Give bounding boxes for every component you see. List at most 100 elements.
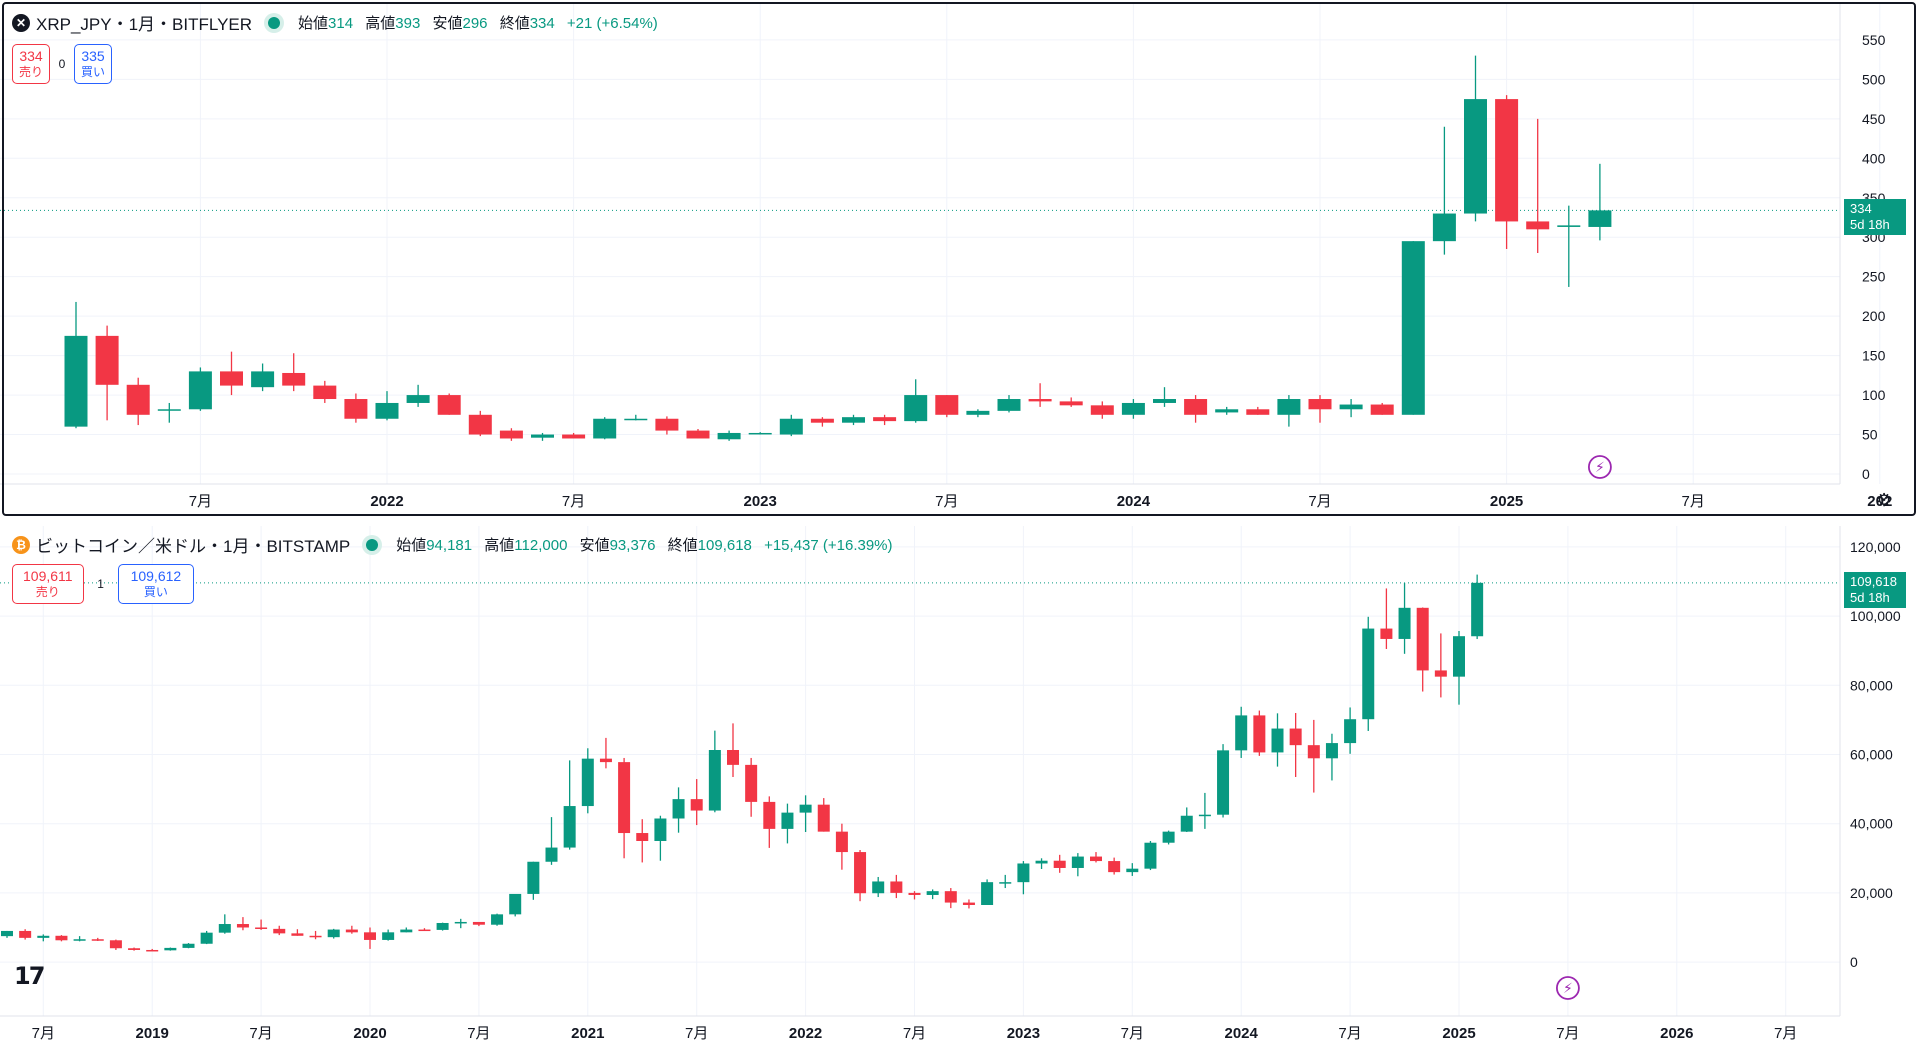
xrp-chart-pane[interactable]: 0 50 100 150 200 250 300 350 400 450 500 550 7月 2022 7… xyxy=(0,0,1920,520)
candle[interactable] xyxy=(1198,792,1211,829)
candle[interactable] xyxy=(708,730,721,813)
candle[interactable] xyxy=(981,879,994,905)
candle[interactable] xyxy=(182,943,195,949)
candle[interactable] xyxy=(1588,163,1612,241)
candle[interactable] xyxy=(1344,707,1357,754)
candle[interactable] xyxy=(686,429,710,439)
candle[interactable] xyxy=(690,779,703,826)
candle[interactable] xyxy=(273,925,286,936)
xrp-buy-button[interactable]: 335 買い xyxy=(74,44,113,84)
candle[interactable] xyxy=(1380,588,1393,649)
candle[interactable] xyxy=(842,414,865,426)
candle[interactable] xyxy=(636,819,649,863)
candle[interactable] xyxy=(1471,574,1484,640)
candle[interactable] xyxy=(781,803,794,844)
candle[interactable] xyxy=(1162,830,1175,845)
candle[interactable] xyxy=(509,893,522,917)
btc-buy-button[interactable]: 109,612 買い xyxy=(117,564,195,604)
btc-chart-svg[interactable]: 0 20,000 40,000 60,000 80,000 100,000 120,000 7… xyxy=(0,522,1920,1047)
candle[interactable] xyxy=(997,395,1021,413)
candle[interactable] xyxy=(873,414,897,426)
candle[interactable] xyxy=(1144,840,1157,871)
candle[interactable] xyxy=(581,748,594,814)
candle[interactable] xyxy=(1526,118,1550,253)
candle[interactable] xyxy=(437,393,461,415)
candle[interactable] xyxy=(799,795,812,832)
candle[interactable] xyxy=(1153,387,1176,407)
candle[interactable] xyxy=(1071,853,1084,877)
candle[interactable] xyxy=(499,428,523,441)
candle[interactable] xyxy=(146,948,159,952)
candle[interactable] xyxy=(1108,857,1121,875)
candle[interactable] xyxy=(531,432,554,441)
candle[interactable] xyxy=(810,417,834,427)
events-lightning-icon[interactable]: ⚡ xyxy=(1556,976,1580,1000)
candle[interactable] xyxy=(1464,55,1487,222)
btc-chart-pane[interactable]: 0 20,000 40,000 60,000 80,000 100,000 120,000 7… xyxy=(0,522,1920,1047)
settings-gear-icon[interactable]: ⚙ xyxy=(1876,490,1893,510)
candle[interactable] xyxy=(364,927,376,949)
candle[interactable] xyxy=(1059,397,1083,407)
candle[interactable] xyxy=(672,787,685,833)
candle[interactable] xyxy=(527,861,540,900)
candle[interactable] xyxy=(344,393,368,423)
candle[interactable] xyxy=(1432,126,1456,255)
candle[interactable] xyxy=(1017,861,1030,895)
candle[interactable] xyxy=(1277,395,1301,427)
candle[interactable] xyxy=(890,874,903,899)
candle[interactable] xyxy=(157,402,181,423)
market-open-status-icon[interactable] xyxy=(366,538,379,551)
candle[interactable] xyxy=(904,379,928,423)
candle[interactable] xyxy=(282,353,306,392)
candle[interactable] xyxy=(779,414,803,437)
candle[interactable] xyxy=(327,928,340,939)
xrp-sell-button[interactable]: 334 売り xyxy=(12,44,51,84)
events-lightning-icon[interactable]: ⚡ xyxy=(1588,455,1612,479)
candle[interactable] xyxy=(37,934,50,942)
candle[interactable] xyxy=(126,377,150,426)
candle[interactable] xyxy=(1121,399,1145,419)
candle[interactable] xyxy=(236,917,249,931)
candle[interactable] xyxy=(1215,406,1239,415)
candle[interactable] xyxy=(91,937,104,941)
candle[interactable] xyxy=(1126,863,1139,876)
btc-sell-button[interactable]: 109,611 売り xyxy=(12,564,84,604)
candle[interactable] xyxy=(1307,719,1320,793)
candle[interactable] xyxy=(64,301,88,429)
candle[interactable] xyxy=(654,815,667,861)
candle[interactable] xyxy=(1434,633,1447,698)
candle[interactable] xyxy=(817,798,830,832)
candle[interactable] xyxy=(748,432,772,435)
candle[interactable] xyxy=(835,823,848,870)
candle[interactable] xyxy=(763,796,776,848)
candle[interactable] xyxy=(854,849,867,902)
candle[interactable] xyxy=(1495,95,1519,250)
candle[interactable] xyxy=(1090,401,1114,419)
candle[interactable] xyxy=(1339,399,1363,418)
candle[interactable] xyxy=(624,414,648,421)
candle[interactable] xyxy=(291,929,304,936)
candle[interactable] xyxy=(73,936,86,942)
market-open-status-icon[interactable] xyxy=(268,16,281,29)
candle[interactable] xyxy=(1416,607,1429,692)
candle[interactable] xyxy=(1271,713,1284,767)
candle[interactable] xyxy=(717,430,741,441)
candle[interactable] xyxy=(220,351,243,396)
candle[interactable] xyxy=(1217,744,1230,818)
candle[interactable] xyxy=(655,416,679,435)
candle[interactable] xyxy=(618,757,631,859)
candle[interactable] xyxy=(562,432,586,439)
candle[interactable] xyxy=(563,760,576,850)
candle[interactable] xyxy=(491,913,504,926)
candle[interactable] xyxy=(382,929,395,941)
candle[interactable] xyxy=(1362,616,1375,731)
candle[interactable] xyxy=(1308,395,1332,423)
candle[interactable] xyxy=(255,919,268,930)
candle[interactable] xyxy=(345,925,358,934)
candle[interactable] xyxy=(1325,733,1338,781)
candle[interactable] xyxy=(188,367,212,411)
candle[interactable] xyxy=(545,817,558,865)
candle[interactable] xyxy=(872,876,885,898)
candle[interactable] xyxy=(1557,205,1581,287)
candle[interactable] xyxy=(1053,854,1066,873)
